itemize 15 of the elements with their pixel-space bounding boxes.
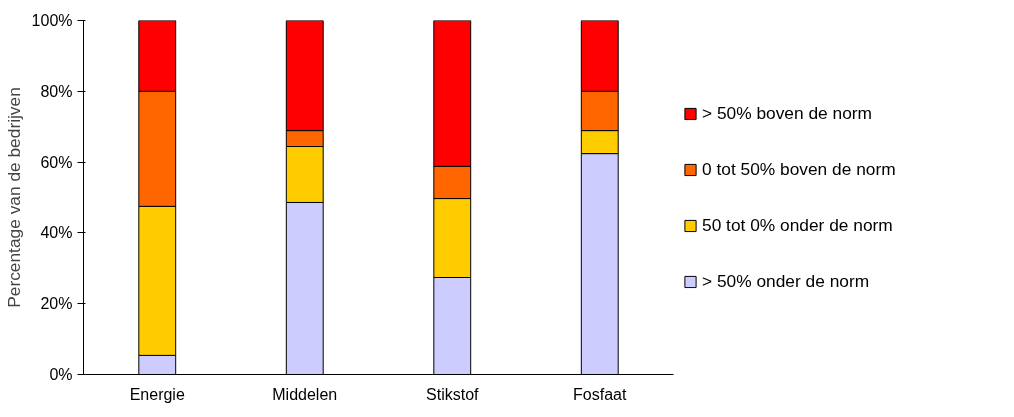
y-tick-label: 80%	[40, 82, 73, 100]
y-axis-title: Percentage van de bedrijven	[3, 87, 24, 308]
legend-label: 50 tot 0% onder de norm	[702, 214, 893, 236]
y-tick-label: 60%	[40, 153, 73, 171]
y-tick-label: 20%	[40, 295, 73, 313]
y-tick-label: 100%	[31, 12, 73, 29]
legend-label: 0 tot 50% boven de norm	[702, 158, 896, 180]
y-tick-label: 40%	[40, 224, 73, 242]
legend-label: > 50% boven de norm	[702, 102, 873, 124]
x-tick-label: Stikstof	[426, 385, 480, 403]
x-tick-label: Fosfaat	[573, 385, 627, 403]
y-tick-label: 0%	[49, 366, 73, 383]
x-tick-label: Energie	[129, 385, 185, 403]
x-tick-label: Middelen	[272, 385, 338, 403]
legend-label: > 50% onder de norm	[702, 270, 870, 292]
